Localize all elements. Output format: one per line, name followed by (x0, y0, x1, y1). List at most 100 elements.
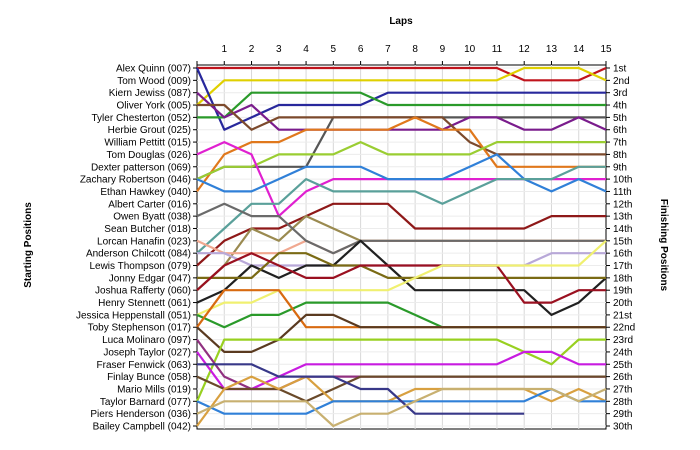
finishing-position-label: 6th (613, 125, 627, 136)
finishing-position-label: 4th (613, 101, 627, 112)
finishing-position-label: 18th (613, 273, 632, 284)
x-tick-label: 13 (546, 44, 558, 55)
starting-position-label: Tyler Chesterton (052) (92, 113, 192, 124)
starting-position-label: Joshua Rafferty (060) (95, 286, 191, 297)
series-line-28 (196, 375, 606, 403)
starting-position-label: Lewis Thompson (079) (89, 261, 191, 272)
finishing-position-label: 9th (613, 162, 627, 173)
starting-position-label: Joseph Taylor (027) (103, 347, 191, 358)
finishing-position-label: 15th (613, 236, 632, 247)
series-line-3 (195, 67, 606, 131)
finishing-position-label: 8th (613, 150, 627, 161)
series-line-2 (196, 66, 607, 106)
starting-position-label: Jessica Heppenstall (051) (76, 310, 191, 321)
finishing-position-label: 23rd (613, 335, 633, 346)
starting-position-label: Tom Douglas (026) (107, 150, 191, 161)
finishing-position-label: 5th (613, 113, 627, 124)
starting-position-label: Dexter patterson (069) (91, 162, 191, 173)
series-line-26 (196, 350, 606, 391)
starting-position-label: Piers Henderson (036) (90, 409, 191, 420)
finishing-position-label: 1st (613, 64, 627, 75)
series-line-1 (197, 66, 607, 82)
finishing-position-label: 3rd (613, 88, 627, 99)
series-line-32 (196, 387, 607, 428)
series-line-4 (197, 91, 606, 119)
starting-position-label: Ethan Hawkey (040) (100, 187, 191, 198)
y-axis-label-right: Finishing Positions (658, 199, 669, 292)
finishing-position-label: 11th (613, 187, 632, 198)
starting-position-label: Owen Byatt (038) (113, 212, 191, 223)
series-line-25 (195, 338, 606, 402)
finishing-position-label: 17th (613, 261, 632, 272)
series-line-7 (197, 103, 606, 156)
starting-position-label: Anderson Chilcott (084) (86, 249, 191, 260)
x-tick-label: 11 (492, 44, 503, 55)
series-line-11 (196, 153, 607, 193)
starting-position-labels: Alex Quinn (007)Tom Wood (009)Kiern Jewi… (76, 64, 191, 433)
series-line-8 (196, 116, 606, 193)
plot-frame (196, 64, 607, 430)
series-line-6 (196, 91, 607, 131)
x-tick-label: 15 (600, 44, 612, 55)
series-line-20 (196, 252, 606, 304)
finishing-position-label: 29th (613, 409, 632, 420)
x-tick-label: 1 (221, 44, 227, 55)
finishing-position-label: 30th (613, 422, 632, 433)
starting-position-label: Lorcan Hanafin (023) (97, 236, 191, 247)
starting-position-label: Jonny Edgar (047) (109, 273, 191, 284)
x-tick-label: 5 (331, 44, 337, 55)
finishing-position-label: 13th (613, 212, 632, 223)
finishing-position-label: 27th (613, 384, 632, 395)
starting-position-label: Tom Wood (009) (117, 76, 191, 87)
series-line-15 (196, 239, 606, 255)
finishing-position-label: 20th (613, 298, 632, 309)
finishing-position-label: 21st (613, 310, 632, 321)
starting-position-label: Toby Stephenson (017) (88, 323, 191, 334)
series-line-17 (197, 252, 606, 267)
series-lines (195, 66, 607, 428)
finishing-position-label: 7th (613, 138, 627, 149)
series-line-9 (196, 141, 606, 181)
series-line-21 (196, 239, 607, 316)
finishing-position-label: 25th (613, 360, 632, 371)
starting-position-label: Albert Carter (016) (108, 199, 191, 210)
x-tick-labels: 1 2 3 4 5 6 7 8 9 10 11 12 13 14 15 (221, 44, 612, 55)
finishing-position-label: 26th (613, 372, 632, 383)
series-line-24 (196, 313, 606, 353)
starting-position-label: Fraser Fenwick (063) (97, 360, 191, 371)
series-line-19 (197, 252, 606, 279)
starting-position-label: Mario Mills (019) (117, 384, 191, 395)
starting-position-label: William Pettitt (015) (104, 138, 191, 149)
series-line-12 (196, 165, 606, 255)
x-tick-label: 12 (519, 44, 531, 55)
x-tick-label: 14 (573, 44, 585, 55)
starting-position-label: Taylor Barnard (077) (100, 397, 191, 408)
starting-position-label: Finlay Bunce (058) (107, 372, 191, 383)
finishing-position-label: 16th (613, 249, 632, 260)
finishing-position-label: 28th (613, 397, 632, 408)
starting-position-label: Bailey Campbell (042) (93, 422, 191, 433)
x-tick-label: 10 (464, 44, 476, 55)
finishing-position-label: 10th (613, 175, 632, 186)
finishing-position-label: 22nd (613, 323, 635, 334)
finishing-position-label: 12th (613, 199, 632, 210)
x-tick-label: 3 (276, 44, 282, 55)
starting-position-label: Sean Butcher (018) (104, 224, 191, 235)
starting-position-label: Luca Molinaro (097) (102, 335, 191, 346)
x-tick-label: 6 (358, 44, 364, 55)
x-tick-label: 2 (249, 44, 255, 55)
finishing-position-label: 24th (613, 347, 632, 358)
finishing-position-label: 2nd (613, 76, 630, 87)
series-line-16 (196, 202, 606, 255)
finishing-position-label: 19th (613, 286, 632, 297)
series-line-31 (197, 363, 525, 415)
chart-title: Laps (389, 16, 413, 27)
series-line-13 (196, 202, 606, 267)
y-axis-label-left: Starting Positions (23, 202, 34, 288)
starting-position-label: Kiern Jewiss (087) (109, 88, 191, 99)
finishing-position-label: 14th (613, 224, 632, 235)
x-tick-label: 7 (385, 44, 391, 55)
starting-position-label: Oliver York (005) (117, 101, 191, 112)
